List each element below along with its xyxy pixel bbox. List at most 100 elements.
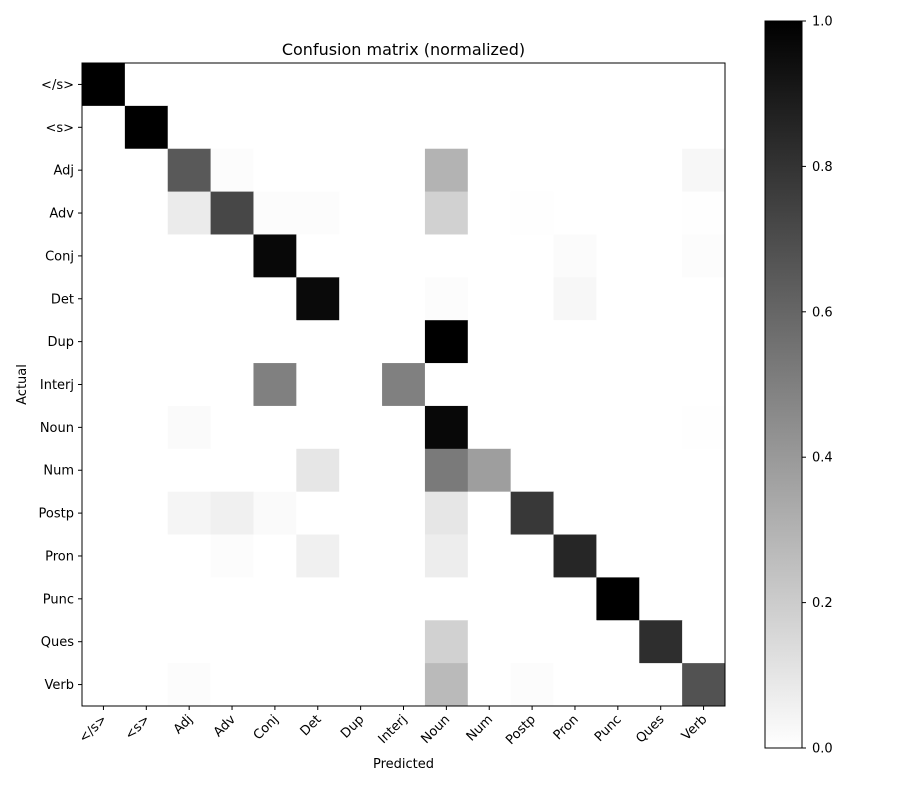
heatmap-cell bbox=[82, 105, 126, 150]
heatmap-cell bbox=[82, 405, 126, 450]
heatmap-cell bbox=[424, 577, 469, 621]
y-axis-ticks: </s> <s> Adj Adv Conj Det Dup Interj Noun Num Post… bbox=[39, 78, 82, 693]
heatmap-cell bbox=[682, 63, 726, 107]
heatmap-cell bbox=[210, 148, 254, 193]
heatmap-cell bbox=[296, 620, 340, 664]
y-tick-label: Det bbox=[51, 292, 74, 307]
heatmap-cell bbox=[339, 534, 383, 578]
y-tick-label: Pron bbox=[45, 549, 74, 564]
heatmap-cell bbox=[682, 534, 726, 578]
heatmap-cell bbox=[210, 234, 254, 278]
heatmap-cell bbox=[124, 405, 169, 450]
colorbar-tick-label: 0.0 bbox=[812, 742, 833, 757]
heatmap-cell bbox=[553, 363, 597, 407]
heatmap-cell bbox=[467, 148, 512, 193]
heatmap-cell bbox=[253, 105, 297, 150]
heatmap-cell bbox=[682, 663, 726, 707]
heatmap-cell bbox=[339, 234, 383, 278]
heatmap-cell bbox=[382, 234, 426, 278]
x-tick-label: Num bbox=[464, 712, 496, 744]
heatmap-cell bbox=[382, 191, 426, 235]
x-tick-label: Det bbox=[298, 712, 325, 739]
heatmap-cell bbox=[467, 191, 512, 235]
heatmap-cell bbox=[253, 448, 297, 493]
heatmap-cell bbox=[82, 534, 126, 578]
heatmap-cell bbox=[382, 320, 426, 364]
heatmap-cell bbox=[510, 63, 555, 107]
y-tick-label: Ques bbox=[41, 635, 74, 650]
heatmap-cell bbox=[553, 405, 597, 450]
heatmap-cell bbox=[639, 320, 683, 364]
heatmap-cell bbox=[210, 63, 254, 107]
heatmap-cell bbox=[553, 577, 597, 621]
heatmap-cell bbox=[339, 363, 383, 407]
heatmap-cell bbox=[467, 320, 512, 364]
heatmap-cell bbox=[124, 277, 169, 321]
heatmap-cell bbox=[296, 405, 340, 450]
heatmap-cell bbox=[682, 405, 726, 450]
heatmap-cell bbox=[424, 63, 469, 107]
heatmap-cell bbox=[467, 534, 512, 578]
heatmap-cell bbox=[510, 105, 555, 150]
heatmap-cell bbox=[682, 105, 726, 150]
heatmap-cell bbox=[124, 63, 169, 107]
heatmap-cell bbox=[382, 63, 426, 107]
heatmap-cell bbox=[253, 320, 297, 364]
heatmap-cell bbox=[596, 363, 640, 407]
heatmap-cell bbox=[510, 277, 555, 321]
heatmap-cell bbox=[467, 448, 512, 493]
heatmap-cell bbox=[167, 405, 212, 450]
heatmap-cell bbox=[510, 234, 555, 278]
heatmap-cell bbox=[639, 534, 683, 578]
heatmap-cell bbox=[124, 534, 169, 578]
heatmap-cell bbox=[167, 105, 212, 150]
heatmap-cell bbox=[596, 234, 640, 278]
heatmap-cell bbox=[596, 663, 640, 707]
heatmap-cell bbox=[296, 663, 340, 707]
y-axis-label: Actual bbox=[15, 364, 30, 405]
heatmap-cell bbox=[167, 63, 212, 107]
heatmap-cell bbox=[210, 363, 254, 407]
y-tick-label: <s> bbox=[45, 121, 74, 136]
heatmap-cell bbox=[596, 277, 640, 321]
heatmap-cell bbox=[82, 491, 126, 536]
heatmap-cell bbox=[682, 448, 726, 493]
x-tick-label: Punc bbox=[592, 712, 625, 745]
heatmap-cell bbox=[596, 577, 640, 621]
heatmap-cell bbox=[467, 363, 512, 407]
heatmap-cell bbox=[210, 277, 254, 321]
heatmap-cell bbox=[339, 277, 383, 321]
y-tick-label: Dup bbox=[47, 335, 74, 350]
heatmap-cell bbox=[82, 148, 126, 193]
heatmap-cell bbox=[210, 491, 254, 536]
heatmap-cell bbox=[253, 277, 297, 321]
heatmap-cell bbox=[639, 363, 683, 407]
heatmap-cell bbox=[596, 534, 640, 578]
heatmap-cell bbox=[682, 577, 726, 621]
colorbar bbox=[764, 20, 803, 749]
x-axis-ticks: </s> <s> Adj Adv Conj Det Dup Interj Noun Num Post… bbox=[76, 706, 710, 748]
heatmap-cell bbox=[253, 63, 297, 107]
heatmap-cell bbox=[253, 405, 297, 450]
heatmap-cell bbox=[510, 320, 555, 364]
x-axis-label: Predicted bbox=[373, 757, 434, 772]
heatmap-cells bbox=[82, 63, 726, 707]
heatmap-cell bbox=[167, 148, 212, 193]
x-tick-label: Ques bbox=[633, 712, 667, 746]
x-tick-label: Conj bbox=[251, 712, 282, 743]
heatmap-cell bbox=[124, 620, 169, 664]
heatmap-cell bbox=[510, 534, 555, 578]
heatmap-cell bbox=[167, 234, 212, 278]
heatmap-cell bbox=[639, 148, 683, 193]
heatmap-cell bbox=[510, 491, 555, 536]
heatmap-cell bbox=[339, 320, 383, 364]
heatmap-cell bbox=[296, 363, 340, 407]
colorbar-tick-label: 0.4 bbox=[812, 451, 833, 466]
heatmap-cell bbox=[124, 577, 169, 621]
heatmap-cell bbox=[424, 191, 469, 235]
heatmap-cell bbox=[82, 663, 126, 707]
heatmap-cell bbox=[253, 577, 297, 621]
x-tick-label: Dup bbox=[338, 712, 367, 741]
heatmap-cell bbox=[639, 234, 683, 278]
